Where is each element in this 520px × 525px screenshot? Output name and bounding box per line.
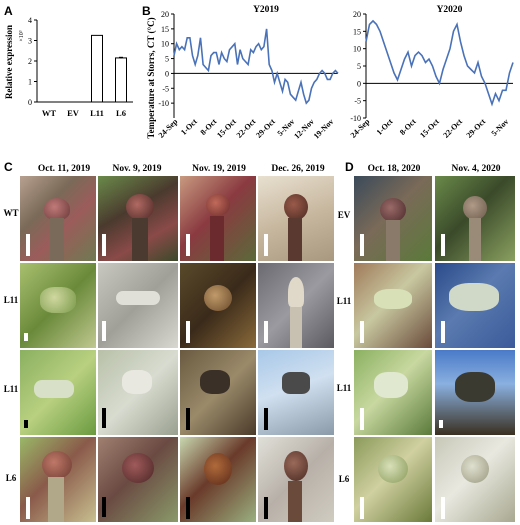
series-line — [173, 28, 339, 105]
photo-c-l11b-nov9 — [98, 350, 178, 435]
y-tick-label: -5 — [354, 97, 361, 106]
panel-label-b: B — [142, 4, 151, 18]
photo-d-l6-nov4 — [435, 437, 515, 522]
photo-c-l11b-oct11 — [20, 350, 96, 435]
x-tick-label: 19-Nov — [312, 117, 336, 141]
photo-d-l11b-oct18 — [354, 350, 432, 435]
photo-c-wt-nov9 — [98, 176, 178, 261]
date-header-d2: Nov. 4, 2020 — [451, 164, 501, 174]
y-tick-label: 0 — [357, 79, 361, 88]
bar — [91, 34, 103, 103]
row-label-d2: L11 — [336, 296, 352, 306]
y-tick-label: 1 — [28, 78, 32, 87]
photo-d-l11b-nov4 — [435, 350, 515, 435]
row-label-c1: WT — [3, 208, 19, 218]
photo-c-l11b-dec26 — [258, 350, 334, 435]
y-multiplier: ×10³ — [19, 30, 25, 41]
y-tick-label: 0 — [165, 69, 169, 78]
y-axis-label: Relative expression — [4, 25, 14, 99]
row-label-c3: L11 — [3, 384, 19, 394]
y-tick-label: 0 — [28, 98, 32, 107]
photo-d-ev-nov4 — [435, 176, 515, 261]
row-label-d4: L6 — [338, 474, 350, 484]
date-header-c1: Oct. 11, 2019 — [37, 164, 91, 174]
photo-d-l6-oct18 — [354, 437, 432, 522]
row-label-d3: L11 — [336, 383, 352, 393]
photo-c-l11b-nov19 — [180, 350, 256, 435]
photo-c-wt-nov19 — [180, 176, 256, 261]
x-tick-label: 5-Nov — [490, 117, 511, 138]
y-tick-label: 10 — [353, 45, 361, 54]
x-tick-label: 15-Oct — [418, 117, 441, 140]
x-tick-label: 29-Oct — [254, 117, 277, 140]
y-tick-label: -10 — [350, 114, 361, 123]
y-axis-label-2019: Temperature at Storrs, CT (°C) — [146, 17, 156, 138]
date-header-d1: Oct. 18, 2020 — [367, 164, 421, 174]
y-tick-label: 15 — [161, 25, 169, 34]
photo-d-l11a-oct18 — [354, 263, 432, 348]
y-tick-label: 4 — [28, 16, 32, 25]
chart-title: Y2019 — [253, 5, 279, 15]
series-line — [365, 19, 514, 107]
y-tick-label: 10 — [161, 40, 169, 49]
y-tick-label: -5 — [162, 84, 169, 93]
photo-c-l6-oct11 — [20, 437, 96, 522]
x-tick-label: 8-Oct — [398, 117, 418, 137]
y-tick-label: 20 — [161, 10, 169, 19]
y-tick-label: -10 — [158, 99, 169, 108]
photo-d-ev-oct18 — [354, 176, 432, 261]
date-header-c4: Dec. 26, 2019 — [271, 164, 325, 174]
x-category-label: L6 — [116, 108, 126, 118]
x-tick-label: 15-Oct — [215, 117, 238, 140]
x-tick-label: 22-Oct — [235, 117, 258, 140]
date-header-c2: Nov. 9, 2019 — [112, 164, 162, 174]
photo-c-wt-oct11 — [20, 176, 96, 261]
photo-c-l6-dec26 — [258, 437, 334, 522]
x-tick-label: 1-Oct — [375, 117, 395, 137]
photo-c-wt-dec26 — [258, 176, 334, 261]
panel-label-c: C — [4, 160, 13, 174]
panel-label-a: A — [4, 4, 13, 18]
x-tick-label: 1-Oct — [179, 117, 199, 137]
bar — [115, 57, 127, 103]
row-label-c2: L11 — [3, 295, 19, 305]
photo-c-l11a-oct11 — [20, 263, 96, 348]
photo-c-l11a-nov9 — [98, 263, 178, 348]
row-label-c4: L6 — [5, 473, 17, 483]
y-tick-label: 20 — [353, 10, 361, 19]
x-category-label: EV — [67, 108, 80, 118]
photo-c-l11a-nov19 — [180, 263, 256, 348]
x-tick-label: 29-Oct — [465, 117, 488, 140]
row-label-d1: EV — [337, 210, 351, 220]
photo-d-l11a-nov4 — [435, 263, 515, 348]
date-header-c3: Nov. 19, 2019 — [192, 164, 246, 174]
photo-c-l6-nov19 — [180, 437, 256, 522]
x-tick-label: 24-Sep — [157, 117, 180, 140]
chart-title: Y2020 — [437, 5, 463, 15]
y-tick-label: 5 — [357, 62, 361, 71]
photo-c-l11a-dec26 — [258, 263, 334, 348]
y-tick-label: 15 — [353, 27, 361, 36]
y-tick-label: 5 — [165, 55, 169, 64]
x-category-label: WT — [42, 108, 57, 118]
x-tick-label: 22-Oct — [441, 117, 464, 140]
panel-label-d: D — [345, 160, 354, 174]
x-category-label: L11 — [90, 108, 104, 118]
expression-bar-chart: 0 1 2 3 4 WT EV L11 L6 Relative expression ×10³ — [4, 16, 133, 118]
y-tick-label: 2 — [28, 57, 32, 66]
photo-c-l6-nov9 — [98, 437, 178, 522]
x-tick-label: 12-Nov — [292, 117, 316, 141]
y-tick-label: 3 — [28, 37, 32, 46]
